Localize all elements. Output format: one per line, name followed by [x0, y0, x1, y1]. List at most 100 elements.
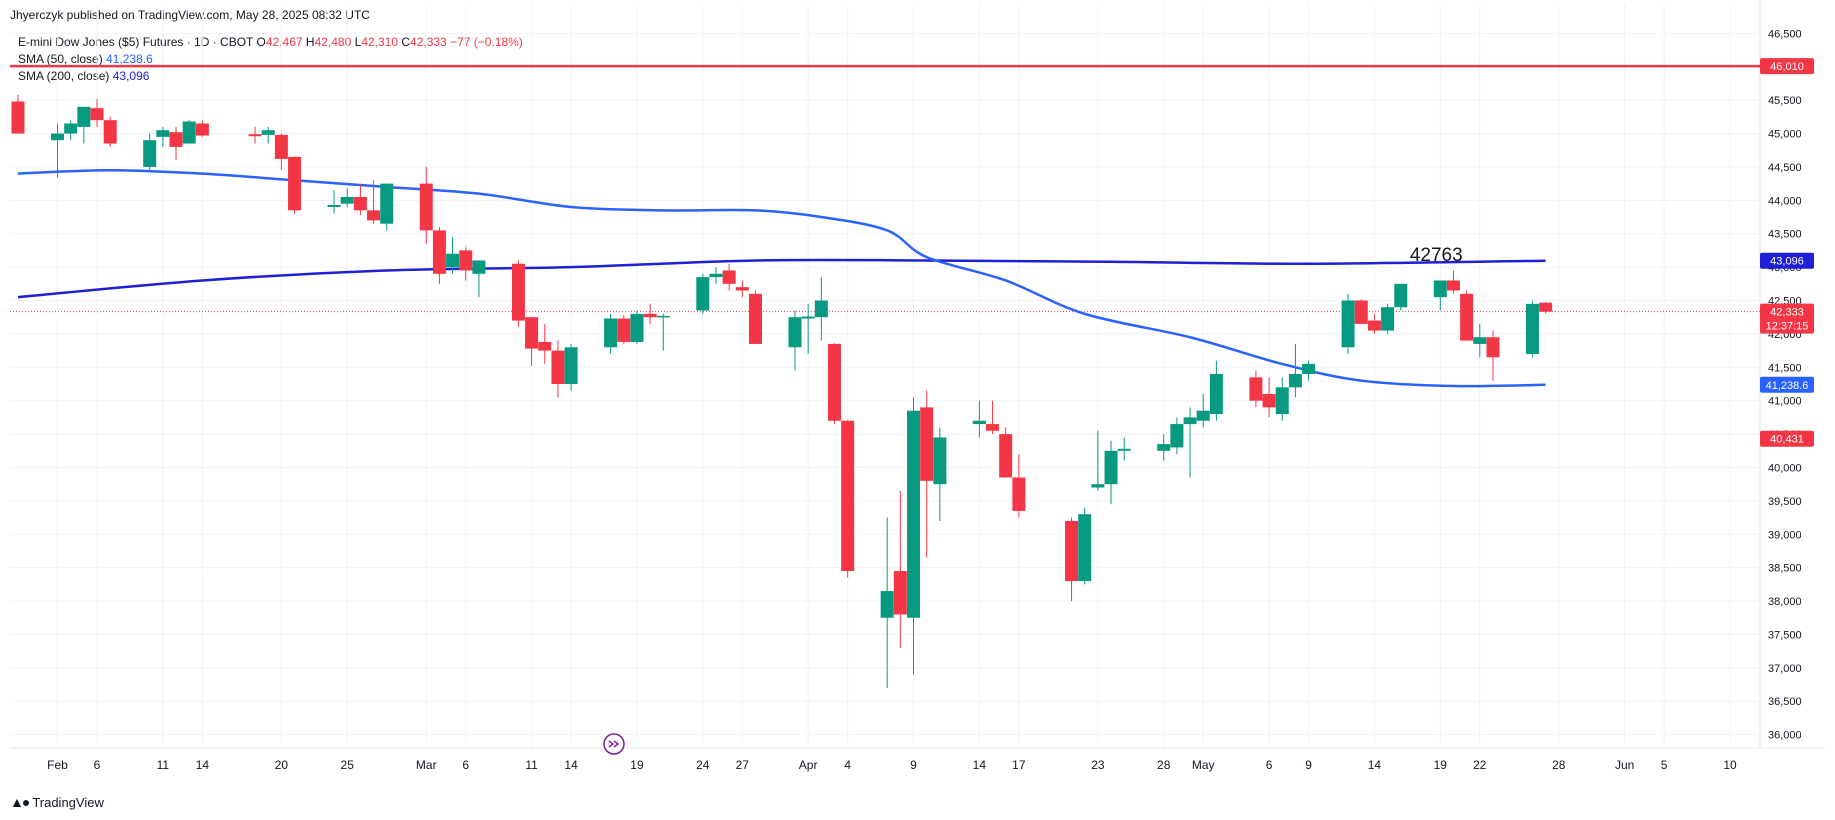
candle-body	[1446, 280, 1460, 291]
candle-body	[972, 420, 986, 425]
candle-body	[1381, 307, 1395, 331]
sma200-label: SMA (200, close)	[18, 69, 110, 83]
candle-body	[1262, 394, 1276, 408]
sma200-line	[17, 258, 1546, 299]
x-tick-label: May	[1192, 758, 1215, 772]
candle-body	[11, 101, 25, 134]
x-tick-label: 20	[275, 758, 289, 772]
candle-up	[788, 310, 802, 371]
candle-body	[288, 156, 302, 211]
resistance-pill-text: 46,010	[1770, 61, 1804, 73]
legend-sma200-row[interactable]: SMA (200, close) 43,096	[18, 68, 523, 85]
candle-up	[1157, 434, 1171, 461]
candle-up	[604, 313, 618, 354]
candle-down	[1354, 299, 1368, 324]
goto-realtime-button[interactable]	[603, 733, 625, 755]
candle-up	[656, 313, 670, 351]
candle-down	[1065, 517, 1079, 602]
candle-down	[248, 126, 262, 144]
current-price-pill-text: 12:37:15	[1766, 321, 1809, 333]
candle-down	[551, 340, 565, 398]
candle-down	[90, 98, 104, 127]
x-tick-label: 9	[1305, 758, 1312, 772]
x-tick-label: Apr	[799, 758, 818, 772]
candle-up	[1196, 394, 1210, 428]
candle-body	[1196, 410, 1210, 421]
x-tick-label: 6	[94, 758, 101, 772]
x-tick-label: 24	[696, 758, 710, 772]
x-tick-label: 14	[564, 758, 578, 772]
candle-body	[182, 121, 196, 144]
candle-up	[1104, 440, 1118, 505]
candle-body	[1367, 320, 1381, 331]
x-tick-label: 10	[1723, 758, 1737, 772]
tradingview-brand[interactable]: ▲● TradingView	[10, 794, 104, 810]
close-label: C	[401, 35, 411, 49]
candle-body	[1209, 373, 1223, 415]
high-label: H	[305, 35, 315, 49]
candle-down	[1446, 270, 1460, 294]
candle-up	[630, 310, 644, 344]
sma-layer	[17, 169, 1546, 388]
open-label: O	[256, 35, 266, 49]
candle-down	[274, 133, 288, 171]
candle-up	[156, 126, 170, 147]
candle-up	[64, 120, 78, 141]
x-tick-label: 28	[1157, 758, 1171, 772]
candle-down	[432, 227, 446, 284]
x-tick-label: 9	[910, 758, 917, 772]
candle-down	[1012, 454, 1026, 518]
x-tick-label: 5	[1661, 758, 1668, 772]
candle-up	[1381, 303, 1395, 334]
resistance-pill-bg	[1760, 58, 1814, 75]
candle-up	[1302, 360, 1316, 381]
close-value: 42,333	[410, 35, 447, 49]
candle-body	[1065, 520, 1079, 582]
y-tick-label: 39,500	[1768, 496, 1802, 508]
candle-down	[893, 490, 907, 648]
candle-body	[64, 123, 78, 134]
candle-body	[1091, 484, 1105, 488]
candle-down	[986, 400, 1000, 435]
candle-body	[735, 287, 749, 291]
price-pills: 46,010 43,096 42,333 12:37:15 41,238.6 40,431	[1760, 58, 1814, 447]
candle-body	[156, 130, 170, 137]
candle-body	[248, 134, 262, 137]
x-tick-label: 19	[1434, 758, 1448, 772]
annotation-layer: 42763	[1410, 245, 1463, 266]
candle-body	[709, 273, 723, 278]
candle-up	[1183, 407, 1197, 478]
x-axis[interactable]: Feb 6 11 14 20 25 Mar 6 11 14 19 24 27 Apr 4 9 14 17 23 28 M…	[47, 758, 1737, 772]
candle-up	[1525, 300, 1539, 358]
candle-down	[367, 180, 381, 224]
sma50-pill-text: 41,238.6	[1766, 380, 1809, 392]
symbol-name[interactable]: E-mini Dow Jones ($5) Futures · 1D · CBO…	[18, 35, 254, 49]
x-tick-label: Feb	[47, 758, 68, 772]
x-tick-label: 23	[1091, 758, 1105, 772]
candle-up	[143, 133, 157, 171]
candle-down	[722, 263, 736, 291]
legend-sma50-row[interactable]: SMA (50, close) 41,238.6	[18, 51, 523, 68]
candle-up	[51, 123, 65, 178]
candle-up	[1275, 377, 1289, 421]
candle-body	[748, 293, 762, 344]
candle-up	[696, 273, 710, 314]
candle-body	[77, 106, 91, 127]
candle-down	[1486, 330, 1500, 381]
high-annotation: 42763	[1410, 245, 1463, 266]
y-tick-label: 36,500	[1768, 696, 1802, 708]
y-tick-label: 38,500	[1768, 563, 1802, 575]
candle-down	[827, 343, 841, 425]
candle-down	[525, 317, 539, 366]
candle-body	[841, 420, 855, 572]
candle-body	[1183, 417, 1197, 425]
candle-body	[511, 263, 525, 321]
candle-body	[1249, 377, 1263, 401]
level-pill: 40,431	[1760, 430, 1814, 447]
current-price-pill-text: 42,333	[1770, 307, 1804, 319]
candle-body	[525, 317, 539, 349]
candle-up	[1170, 417, 1184, 455]
candle-body	[419, 183, 433, 231]
candle-body	[1394, 283, 1408, 308]
